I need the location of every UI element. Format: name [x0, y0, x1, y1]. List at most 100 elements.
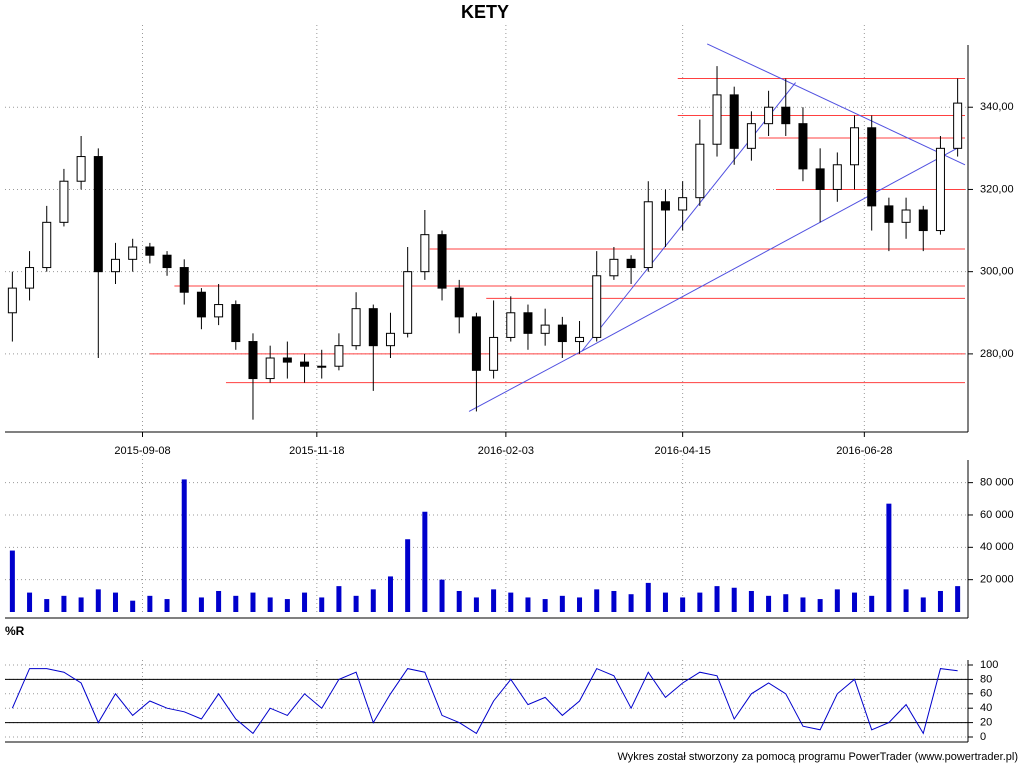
candle-body	[145, 246, 155, 256]
y-tick-label: 80 000	[980, 477, 1014, 489]
volume-bar	[628, 594, 634, 612]
volume-bar	[422, 511, 428, 612]
candle-body	[196, 291, 206, 318]
candle-body	[385, 332, 395, 347]
candle-body	[334, 345, 344, 367]
candle-body	[626, 258, 636, 269]
candle-body	[128, 246, 138, 260]
x-tick-label: 2016-04-15	[655, 445, 711, 457]
volume-bar	[903, 589, 909, 612]
volume-bar	[387, 576, 393, 612]
candle-body	[592, 275, 602, 338]
y-tick-label: 60	[980, 688, 992, 700]
candle-body	[746, 123, 756, 149]
candle-body	[454, 287, 464, 318]
volume-bar	[542, 599, 548, 612]
volume-bar	[27, 592, 33, 612]
volume-bar	[662, 592, 668, 612]
volume-bar	[302, 592, 308, 612]
candle-body	[575, 336, 585, 343]
candle-body	[901, 209, 911, 223]
candle-body	[540, 324, 550, 334]
volume-bar	[817, 599, 823, 612]
candle-body	[231, 304, 241, 343]
candle-body	[798, 123, 808, 170]
candle-body	[935, 147, 945, 232]
candle-body	[832, 164, 842, 190]
candle-body	[506, 312, 516, 338]
r-line	[11, 667, 958, 735]
candle-body	[265, 357, 275, 380]
volume-bar	[370, 589, 376, 612]
volume-bar	[78, 597, 84, 612]
volume-bar	[405, 539, 411, 612]
volume-bar	[473, 597, 479, 612]
volume-bar	[800, 597, 806, 612]
volume-bar	[216, 590, 222, 612]
volume-bar	[783, 594, 789, 612]
volume-bar	[955, 586, 961, 612]
candle-body	[110, 258, 120, 273]
volume-bar	[61, 595, 67, 612]
x-tick-label: 2015-11-18	[289, 445, 344, 457]
candle-body	[867, 127, 877, 207]
volume-bar	[250, 592, 256, 612]
candle-body	[953, 102, 963, 149]
candle-body	[93, 156, 103, 273]
candle-body	[214, 304, 224, 318]
volume-bar	[937, 590, 943, 612]
candle-body	[403, 271, 413, 334]
x-tick-label: 2016-06-28	[836, 445, 892, 457]
y-tick-label: 60 000	[980, 509, 1014, 521]
volume-bar	[594, 589, 600, 612]
panel-title: %R	[5, 624, 25, 638]
y-tick-label: 80	[980, 673, 992, 685]
candle-body	[162, 254, 172, 269]
volume-bar	[267, 597, 273, 612]
y-tick-label: 320,00	[980, 183, 1014, 195]
volume-bar	[336, 586, 342, 612]
candle-body	[660, 201, 670, 211]
volume-bar	[353, 595, 359, 612]
candle-body	[351, 308, 361, 347]
volume-bar	[181, 479, 187, 612]
volume-bar	[559, 595, 565, 612]
volume-bar	[645, 582, 651, 612]
volume-bar	[766, 595, 772, 612]
volume-bar	[577, 597, 583, 612]
candle-body	[850, 127, 860, 166]
volume-bar	[112, 592, 118, 612]
volume-bar	[834, 589, 840, 612]
volume-bar	[319, 597, 325, 612]
chart-title: KETY	[461, 2, 509, 22]
candle-body	[918, 209, 928, 232]
volume-bar	[439, 579, 445, 612]
volume-bar	[680, 597, 686, 612]
volume-bar	[130, 600, 136, 612]
candle-body	[643, 201, 653, 269]
candle-body	[7, 287, 17, 314]
y-tick-label: 0	[980, 731, 986, 743]
volume-bar	[525, 597, 531, 612]
candle-body	[729, 94, 739, 149]
volume-bar	[9, 550, 15, 612]
volume-bar	[508, 592, 514, 612]
y-tick-label: 300,00	[980, 266, 1014, 278]
y-tick-label: 40 000	[980, 541, 1014, 553]
volume-bar	[852, 592, 858, 612]
volume-bar	[714, 586, 720, 612]
x-tick-label: 2015-09-08	[114, 445, 170, 457]
y-tick-label: 280,00	[980, 348, 1014, 360]
candle-body	[179, 267, 189, 293]
candle-body	[317, 365, 327, 368]
candle-body	[815, 168, 825, 190]
volume-bar	[731, 587, 737, 612]
y-tick-label: 20	[980, 717, 992, 729]
candle-body	[59, 180, 69, 223]
candle-body	[437, 234, 447, 289]
candle-body	[420, 234, 430, 273]
candle-body	[76, 156, 86, 182]
candle-body	[25, 267, 35, 289]
volume-bar	[147, 595, 153, 612]
candle-body	[884, 205, 894, 223]
